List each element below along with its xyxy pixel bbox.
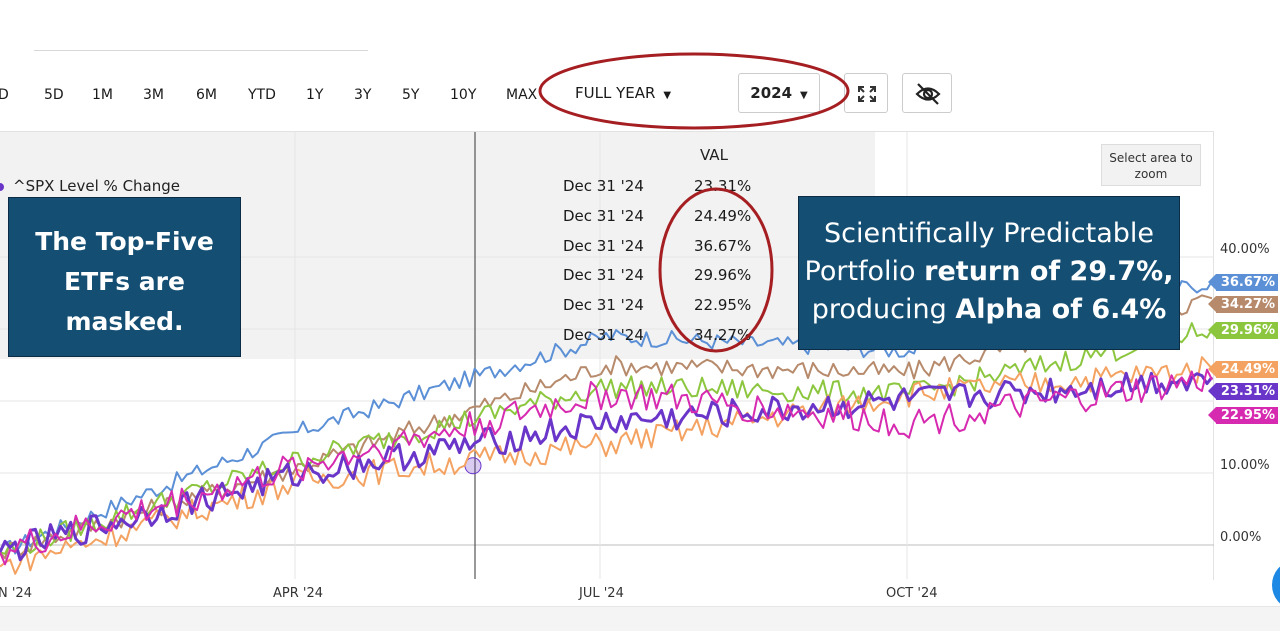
callout-text: producing [811, 294, 956, 325]
series-line [0, 322, 1213, 555]
range-5y-button[interactable]: 5Y [402, 87, 420, 103]
tooltip-value: 34.27% [694, 326, 752, 344]
tooltip-date: Dec 31 '24 [563, 266, 644, 284]
tooltip-value: 24.49% [694, 207, 752, 225]
end-label: 36.67% [1208, 274, 1278, 291]
spx-legend: ^SPX Level % Change [0, 176, 180, 196]
callout-bold-text: Alpha of 6.4% [955, 294, 1167, 325]
series-line [0, 371, 1214, 562]
tooltip-value: 29.96% [694, 266, 752, 284]
masked-etfs-callout: The Top-Five ETFs are masked. [8, 197, 241, 357]
tooltip-value: 36.67% [694, 237, 752, 255]
tooltip-date: Dec 31 '24 [563, 326, 644, 344]
zoom-hint: Select area to zoom [1101, 144, 1201, 186]
bottom-scrollbar[interactable] [0, 606, 1280, 631]
x-tick-label: N '24 [0, 586, 32, 601]
tooltip-header: VAL [700, 146, 728, 164]
spx-series-label: ^SPX Level % Change [13, 177, 180, 195]
tooltip-value: 23.31% [694, 177, 752, 195]
series-line [0, 356, 1213, 575]
top-divider [34, 50, 368, 51]
tooltip-date: Dec 31 '24 [563, 207, 644, 225]
tooltip-value: 22.95% [694, 296, 752, 314]
end-label: 22.95% [1208, 407, 1278, 424]
callout-line: The Top-Five [35, 227, 214, 256]
series-line [0, 368, 1213, 566]
tooltip-date: Dec 31 '24 [563, 177, 644, 195]
y-tick-label: 0.00% [1220, 530, 1262, 545]
range-ytd-button[interactable]: YTD [248, 87, 276, 103]
callout-line: Scientifically Predictable [823, 218, 1155, 249]
y-tick-label: 40.00% [1220, 242, 1270, 257]
range-1d-button[interactable]: D [0, 87, 9, 103]
tooltip-date: Dec 31 '24 [563, 237, 644, 255]
range-1y-button[interactable]: 1Y [306, 87, 324, 103]
end-label: 24.49% [1208, 361, 1278, 378]
x-tick-label: APR '24 [273, 586, 324, 601]
end-label: 29.96% [1208, 322, 1278, 339]
range-3m-button[interactable]: 3M [143, 87, 164, 103]
end-label: 23.31% [1208, 383, 1278, 400]
range-1m-button[interactable]: 1M [92, 87, 113, 103]
range-6m-button[interactable]: 6M [196, 87, 217, 103]
callout-bold-text: return of 29.7%, [924, 256, 1174, 287]
range-3y-button[interactable]: 3Y [354, 87, 372, 103]
portfolio-return-callout: Scientifically Predictable Portfolio ret… [798, 196, 1180, 350]
range-10y-button[interactable]: 10Y [450, 87, 477, 103]
callout-line: masked. [65, 307, 184, 336]
help-bubble[interactable] [1272, 562, 1280, 608]
end-label: 34.27% [1208, 296, 1278, 313]
callout-line: producing Alpha of 6.4% [799, 291, 1179, 329]
tooltip-date: Dec 31 '24 [563, 296, 644, 314]
x-tick-label: OCT '24 [886, 586, 938, 601]
range-max-button[interactable]: MAX [506, 87, 538, 103]
callout-line: Portfolio return of 29.7%, [799, 253, 1179, 291]
callout-line: ETFs are [64, 267, 185, 296]
callout-text: Portfolio [804, 256, 925, 287]
expand-icon [858, 86, 876, 102]
series-dot-icon [0, 182, 4, 191]
y-tick-label: 10.00% [1220, 458, 1270, 473]
x-tick-label: JUL '24 [579, 586, 624, 601]
range-5d-button[interactable]: 5D [44, 87, 64, 103]
eye-slash-icon [915, 83, 941, 105]
hide-series-button[interactable] [902, 73, 952, 113]
chart-area[interactable] [0, 131, 1214, 580]
